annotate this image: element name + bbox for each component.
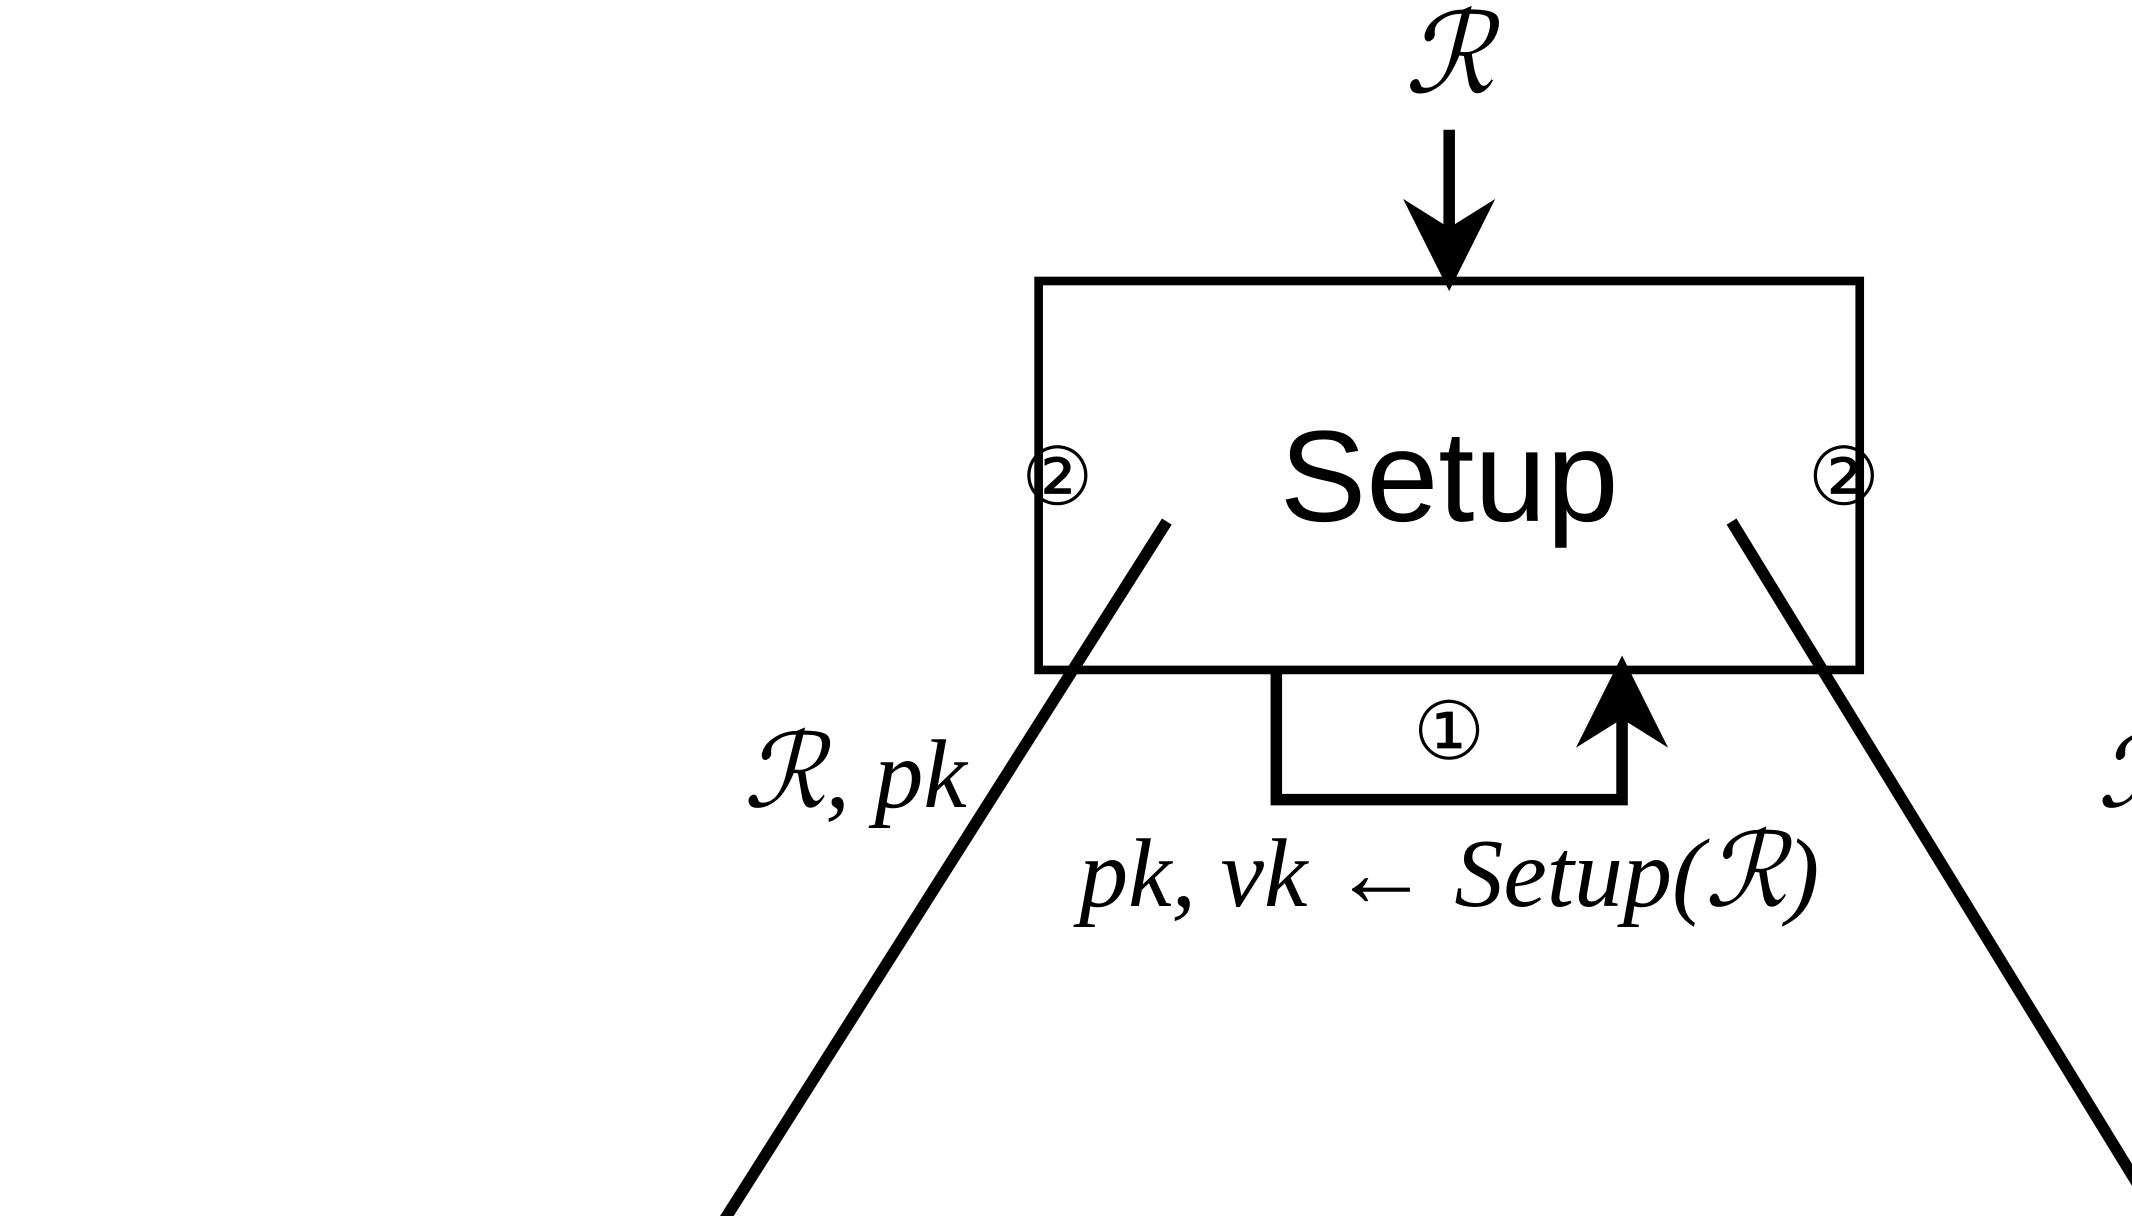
edge-label-setup-to-prover: ℛ, pk bbox=[743, 716, 968, 830]
setup-step-number: ① bbox=[1413, 687, 1485, 777]
edge-label-R-to-setup: ℛ bbox=[1405, 0, 1501, 117]
snark-flowchart: SetupProverVerifier①pk, vk ← Setup(ℛ)③π … bbox=[6, 0, 2132, 1216]
edge-label-setup-to-verifier: ℛ, vk bbox=[2097, 716, 2132, 830]
edge-step-setup-to-prover: ② bbox=[1021, 432, 1093, 522]
setup-formula: pk, vk ← Setup(ℛ) bbox=[1073, 815, 1819, 929]
setup-label: Setup bbox=[1280, 405, 1619, 549]
edge-step-setup-to-verifier: ② bbox=[1808, 432, 1880, 522]
